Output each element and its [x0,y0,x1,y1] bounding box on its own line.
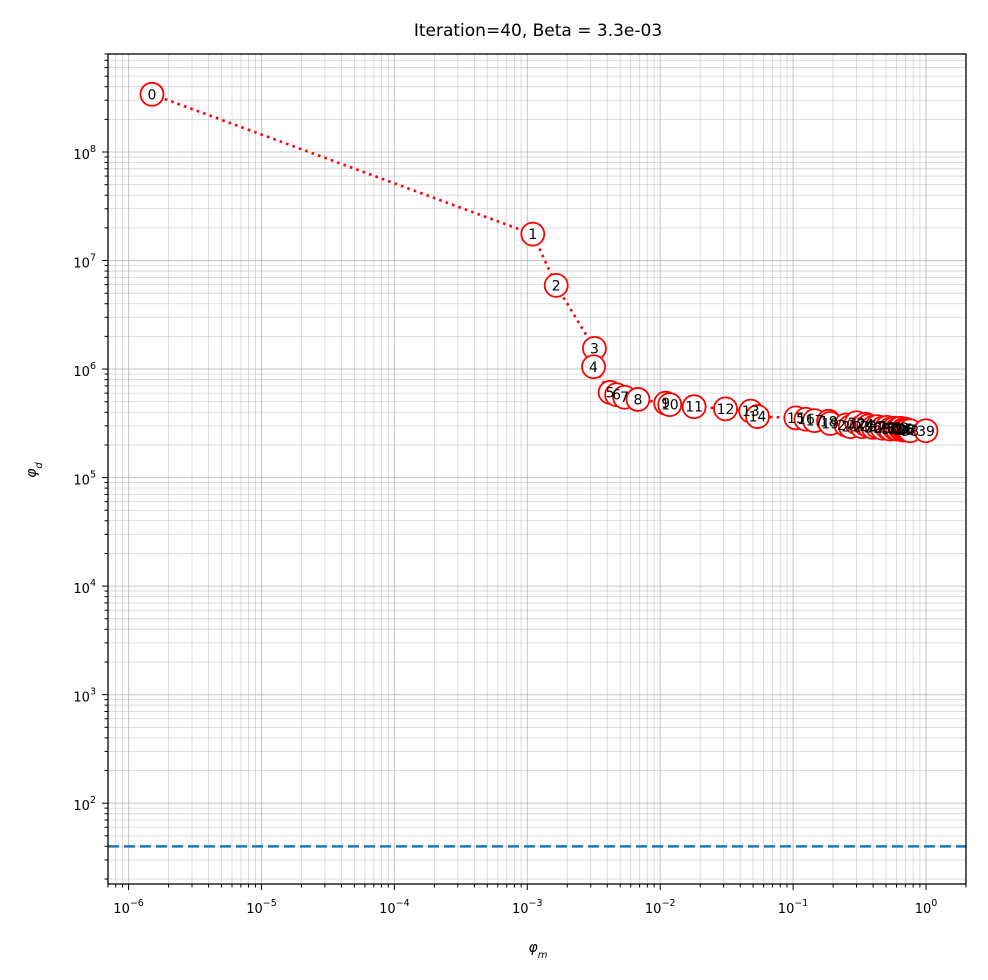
data-point-label: 4 [589,360,598,376]
y-tick-label: 108 [73,144,96,163]
data-point-label: 3 [590,341,599,357]
data-point-label: 28 [874,421,892,437]
data-point-label: 5 [606,385,615,401]
data-point-marker [713,396,738,422]
data-point-label: 30 [882,422,900,438]
data-point-label: 7 [620,390,629,406]
data-point-label: 25 [860,419,878,435]
data-point-label: 14 [749,410,767,426]
data-point-label: 31 [886,421,904,437]
data-point-marker [681,394,707,420]
data-point-label: 37 [899,423,917,439]
data-point-label: 34 [894,423,912,439]
x-tick-label: 10−6 [113,898,144,917]
x-tick-label: 100 [915,898,938,917]
data-point-marker [520,221,546,247]
data-point-label: 12 [717,402,735,418]
data-point-label: 19 [821,417,839,433]
y-tick-label: 104 [73,578,96,597]
data-point-marker [625,387,651,412]
data-point-label: 15 [787,411,805,427]
y-tick-label: 103 [73,687,96,706]
data-point-label: 2 [552,278,561,294]
data-point-label: 0 [148,87,157,103]
data-point-label: 20 [837,418,855,434]
data-point-label: 23 [853,420,871,436]
data-point-marker [657,392,683,418]
data-point-marker [913,418,939,444]
data-point-label: 16 [797,412,815,428]
data-point-label: 35 [896,422,914,438]
data-point-marker [543,273,569,298]
data-point-label: 8 [633,392,642,408]
data-point-label: 26 [864,420,882,436]
x-tick-label: 10−4 [379,898,410,917]
y-tick-label: 105 [73,470,96,489]
y-tick-label: 106 [73,361,96,380]
data-point-label: 27 [868,420,886,436]
axes-frame [107,53,967,885]
x-tick-label: 10−5 [246,898,277,917]
data-point-label: 33 [891,421,909,437]
data-point-label: 9 [661,396,670,412]
x-tick-label: 10−1 [778,898,809,917]
y-tick-label: 102 [73,795,96,814]
data-point-label: 11 [685,400,703,416]
data-point-label: 22 [848,416,866,432]
data-point-label: 17 [806,414,824,430]
data-point-label: 1 [528,227,537,243]
chart-title: Iteration=40, Beta = 3.3e-03 [414,21,662,41]
data-point-label: 32 [889,422,907,438]
data-point-label: 18 [820,414,838,430]
data-point-label: 10 [661,398,679,414]
data-point-label: 6 [612,388,621,404]
y-tick-label: 107 [73,253,96,272]
data-point-marker [745,404,770,429]
data-point-label: 36 [897,423,915,439]
data-point-marker [139,81,165,107]
data-point-label: 38 [901,424,919,440]
x-tick-label: 10−3 [512,898,543,917]
data-point-label: 24 [856,417,874,433]
data-point-label: 39 [917,424,935,440]
data-point-marker [581,354,606,380]
data-point-label: 29 [878,420,896,436]
x-tick-label: 10−2 [645,898,676,917]
data-point-label: 21 [842,420,860,436]
data-point-label: 13 [742,404,760,420]
